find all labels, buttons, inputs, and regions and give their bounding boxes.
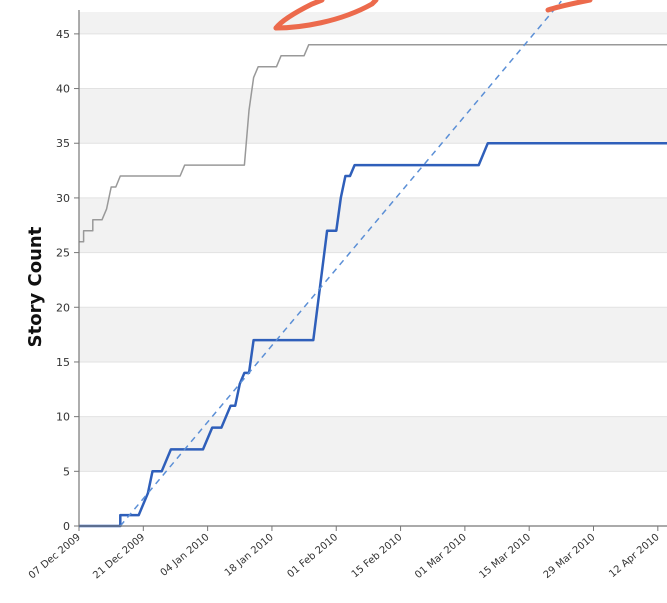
- y-tick-label: 10: [56, 411, 70, 424]
- y-tick-label: 20: [56, 301, 70, 314]
- x-tick-label: 04 Jan 2010: [159, 532, 212, 579]
- x-tick-label: 15 Feb 2010: [350, 532, 405, 580]
- arrow-decoration: [273, 0, 593, 31]
- x-tick-label: 29 Mar 2010: [542, 532, 598, 581]
- y-tick-label: 0: [63, 520, 70, 533]
- completed-line: [79, 141, 667, 528]
- arrow-head-stroke: [273, 0, 379, 31]
- y-tick-label: 35: [56, 137, 70, 150]
- grid-band: [79, 197, 667, 253]
- grid-band: [79, 88, 667, 144]
- x-tick-label: 01 Mar 2010: [413, 532, 469, 581]
- grid-bands: [79, 12, 667, 472]
- x-tick-label: 07 Dec 2009: [27, 532, 83, 581]
- x-tick-label: 18 Jan 2010: [223, 532, 276, 579]
- series-lines: [79, 0, 667, 528]
- y-tick-label: 5: [63, 465, 70, 478]
- x-tick-label: 12 Apr 2010: [607, 532, 661, 580]
- grid-band: [79, 307, 667, 362]
- y-tick-label: 25: [56, 247, 70, 260]
- y-tick-label: 15: [56, 356, 70, 369]
- axes: [78, 10, 667, 527]
- grid-band: [79, 416, 667, 472]
- grid-band: [79, 12, 667, 34]
- y-axis-label: Story Count: [25, 226, 46, 347]
- x-tick-label: 15 Mar 2010: [477, 532, 533, 581]
- y-tick-label: 40: [56, 83, 70, 96]
- total-scope-line: [79, 44, 667, 243]
- x-axis-ticks: 07 Dec 2009 21 Dec 2009 04 Jan 2010 18 Jan …: [27, 526, 662, 581]
- y-axis-ticks: 0 5 10 15 20 25 30 35 40 45: [56, 28, 79, 533]
- y-tick-label: 45: [56, 28, 70, 41]
- arrow-tail-stroke: [545, 0, 593, 13]
- x-tick-label: 21 Dec 2009: [91, 532, 147, 581]
- ideal-trend-line: [119, 0, 562, 527]
- x-tick-label: 01 Feb 2010: [285, 532, 340, 580]
- y-tick-label: 30: [56, 192, 70, 205]
